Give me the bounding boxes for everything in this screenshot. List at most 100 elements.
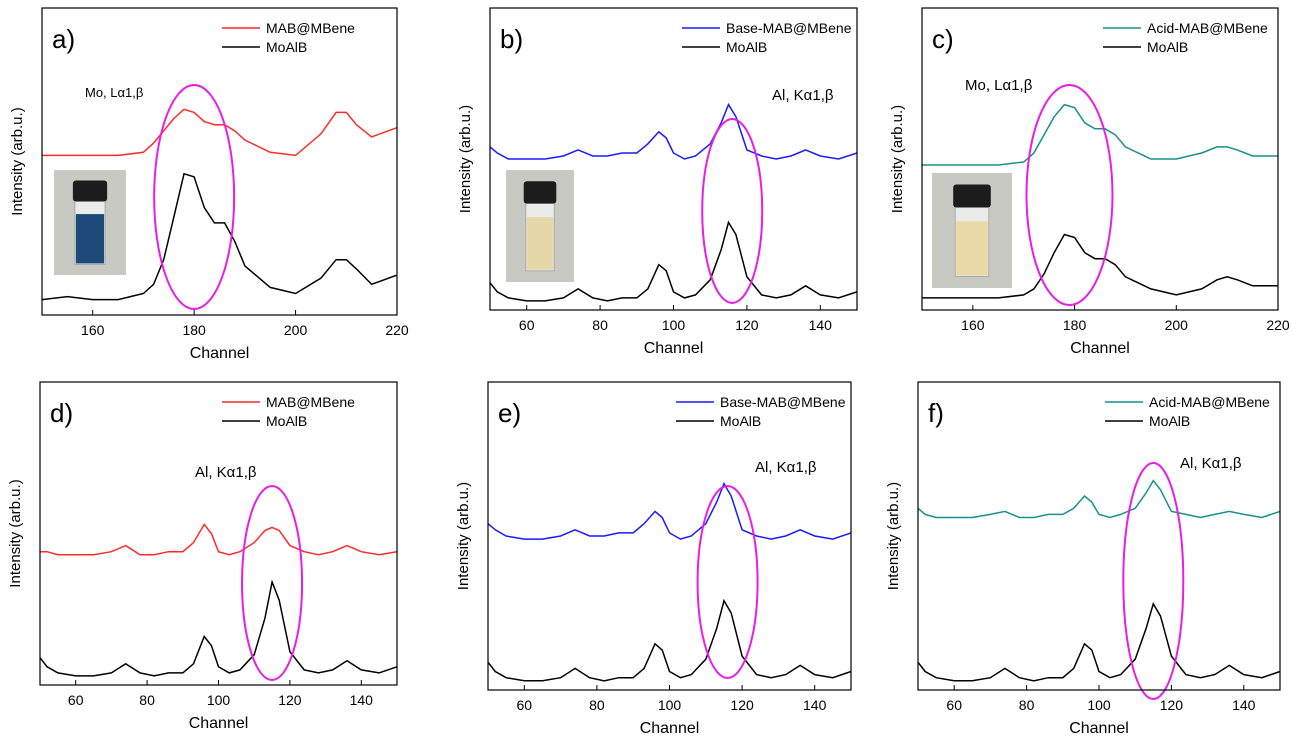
x-tick-label: 200: [284, 322, 308, 338]
x-tick-label: 140: [350, 692, 374, 708]
x-tick-label: 80: [139, 692, 155, 708]
plot-frame: [487, 381, 852, 691]
panel-label: f): [928, 398, 944, 428]
x-tick-label: 160: [81, 322, 105, 338]
x-tick-label: 80: [589, 697, 605, 713]
vial-liquid: [75, 214, 105, 264]
panel-label: e): [498, 398, 521, 428]
highlight-ellipse: [241, 485, 304, 681]
data-line: [40, 523, 398, 556]
legend-label: Acid-MAB@MBene: [1149, 394, 1270, 410]
x-tick-label: 120: [278, 692, 302, 708]
x-tick-label: 140: [809, 317, 833, 333]
panel: 60 80 100 120 140 Channel Intensity (arb.u.) d)…: [7, 381, 398, 732]
vial-liquid: [956, 221, 988, 276]
panel-label: d): [50, 398, 73, 428]
vial-cap: [72, 180, 108, 202]
legend-label: Acid-MAB@MBene: [1147, 20, 1268, 36]
y-axis-label: Intensity (arb.u.): [7, 479, 24, 587]
x-tick-label: 100: [662, 317, 686, 333]
annotation: Al, Kα1,β: [1180, 455, 1242, 472]
x-tick-label: 140: [803, 697, 827, 713]
annotation: Al, Kα1,β: [195, 464, 257, 481]
y-axis-label: Intensity (arb.u.): [885, 482, 902, 590]
annotation: Al, Kα1,β: [772, 87, 834, 104]
highlight-ellipse: [1122, 462, 1185, 700]
highlight-ellipse: [153, 84, 236, 310]
x-tick-label: 60: [519, 317, 535, 333]
panel: 160 180 200 220 Channel Intensity (arb.u.) c) M…: [889, 7, 1290, 357]
x-tick-label: 60: [517, 697, 533, 713]
legend-label: MAB@MBene: [266, 394, 355, 410]
x-tick-label: 60: [68, 692, 84, 708]
data-line: [487, 598, 852, 682]
plot-frame: [921, 7, 1279, 311]
plot-frame: [39, 381, 398, 686]
x-tick-label: 100: [207, 692, 231, 708]
panel: 60 80 100 120 140 Channel Intensity (arb.u.) e)…: [455, 381, 852, 737]
data-line: [489, 220, 858, 302]
x-tick-label: 80: [592, 317, 608, 333]
x-tick-label: 100: [658, 697, 682, 713]
legend-label: MoAlB: [1149, 413, 1190, 429]
plot-frame: [41, 7, 398, 316]
panel: 160 180 200 220 Channel Intensity (arb.u.) a) M…: [9, 7, 409, 362]
x-axis-label: Channel: [190, 345, 250, 362]
y-axis-label: Intensity (arb.u.): [455, 482, 472, 590]
y-axis-label: Intensity (arb.u.): [889, 105, 906, 213]
panel-label: b): [500, 24, 523, 54]
panel: 60 80 100 120 140 Channel Intensity (arb.u.) f)…: [885, 381, 1281, 737]
x-tick-label: 180: [1063, 317, 1087, 333]
legend-label: Base-MAB@MBene: [726, 20, 852, 36]
legend-label: MAB@MBene: [266, 20, 355, 36]
panel-label: c): [932, 24, 954, 54]
x-tick-label: 120: [1160, 697, 1184, 713]
legend-label: MoAlB: [726, 39, 767, 55]
legend-label: Base-MAB@MBene: [720, 394, 846, 410]
x-tick-label: 220: [1266, 317, 1290, 333]
data-line: [922, 103, 1278, 166]
x-axis-label: Channel: [1070, 340, 1130, 357]
legend-label: MoAlB: [266, 39, 307, 55]
vial-liquid: [526, 217, 554, 270]
x-axis-label: Channel: [644, 340, 704, 357]
x-tick-label: 220: [385, 322, 409, 338]
data-line: [41, 172, 398, 301]
x-tick-label: 100: [1087, 697, 1111, 713]
annotation: Mo, Lα1,β: [965, 77, 1033, 94]
y-axis-label: Intensity (arb.u.): [9, 107, 26, 215]
x-tick-label: 120: [730, 697, 754, 713]
data-line: [922, 233, 1278, 299]
x-tick-label: 120: [735, 317, 759, 333]
x-tick-label: 200: [1165, 317, 1189, 333]
x-tick-label: 80: [1019, 697, 1035, 713]
highlight-ellipse: [701, 118, 764, 304]
x-axis-label: Channel: [189, 715, 249, 732]
data-line: [487, 481, 852, 540]
plot-frame: [917, 381, 1281, 691]
x-tick-label: 180: [182, 322, 206, 338]
data-line: [917, 479, 1281, 519]
data-line: [489, 102, 858, 160]
legend-label: MoAlB: [266, 413, 307, 429]
annotation: Al, Kα1,β: [755, 459, 817, 476]
highlight-ellipse: [1025, 84, 1114, 306]
vial-cap: [523, 181, 557, 204]
x-tick-label: 160: [961, 317, 985, 333]
data-line: [42, 108, 398, 157]
legend-label: MoAlB: [1147, 39, 1188, 55]
annotation: Mo, Lα1,β: [85, 85, 143, 100]
panel-label: a): [52, 24, 75, 54]
data-line: [917, 601, 1281, 682]
data-line: [39, 579, 398, 677]
panel: 60 80 100 120 140 Channel Intensity (arb.u.) b)…: [457, 7, 858, 357]
x-axis-label: Channel: [640, 720, 700, 737]
y-axis-label: Intensity (arb.u.): [457, 105, 474, 213]
x-tick-label: 60: [946, 697, 962, 713]
x-tick-label: 140: [1232, 697, 1256, 713]
x-axis-label: Channel: [1069, 720, 1129, 737]
highlight-ellipse: [696, 485, 759, 679]
vial-cap: [953, 184, 991, 208]
